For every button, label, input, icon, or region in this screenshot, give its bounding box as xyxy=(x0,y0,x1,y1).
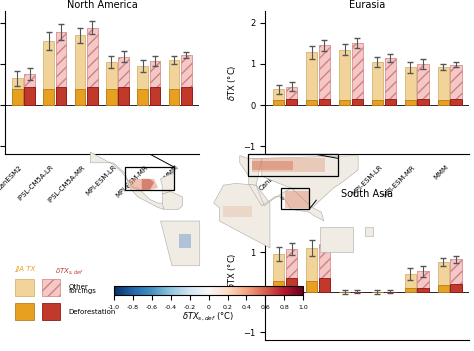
Bar xyxy=(319,99,330,105)
Bar xyxy=(319,278,330,292)
Bar xyxy=(106,62,117,105)
Bar xyxy=(450,65,462,105)
Bar xyxy=(418,99,428,105)
Bar xyxy=(106,90,117,105)
X-axis label: $\delta TX_{s,def}$ (°C): $\delta TX_{s,def}$ (°C) xyxy=(182,311,235,323)
Bar xyxy=(55,87,66,105)
Bar xyxy=(438,285,449,292)
Bar xyxy=(150,87,160,105)
Title: North America: North America xyxy=(66,0,137,10)
Bar xyxy=(87,87,98,105)
Bar xyxy=(286,99,297,105)
Bar xyxy=(405,274,416,292)
Bar xyxy=(87,28,98,105)
Bar xyxy=(42,303,61,320)
Bar xyxy=(137,66,148,105)
Text: JJA TX: JJA TX xyxy=(15,266,36,272)
Title: South Asia: South Asia xyxy=(341,189,393,199)
Polygon shape xyxy=(285,191,309,207)
Polygon shape xyxy=(162,191,182,209)
Bar xyxy=(286,249,297,292)
Bar xyxy=(75,90,85,105)
Bar xyxy=(405,100,416,105)
Bar xyxy=(306,100,317,105)
Bar xyxy=(384,99,396,105)
Bar xyxy=(150,61,160,105)
Bar xyxy=(273,100,284,105)
Bar xyxy=(44,90,54,105)
Bar xyxy=(450,99,462,105)
Text: Deforestation: Deforestation xyxy=(68,309,116,315)
Bar xyxy=(169,60,180,105)
Bar xyxy=(181,87,191,105)
Bar xyxy=(181,55,191,105)
Bar xyxy=(384,58,396,105)
Bar xyxy=(438,262,449,292)
Bar xyxy=(273,254,284,292)
Polygon shape xyxy=(91,152,164,209)
Text: forcings: forcings xyxy=(68,289,96,294)
Bar xyxy=(450,284,462,292)
Polygon shape xyxy=(161,221,200,266)
Y-axis label: $\delta$TX (°C): $\delta$TX (°C) xyxy=(226,252,238,289)
Bar xyxy=(352,44,363,105)
Bar xyxy=(352,99,363,105)
Bar xyxy=(306,248,317,292)
Bar xyxy=(75,35,85,105)
Bar xyxy=(306,52,317,105)
Bar xyxy=(286,278,297,292)
Bar xyxy=(339,100,350,105)
Bar xyxy=(306,281,317,292)
Bar xyxy=(450,259,462,292)
Title: Eurasia: Eurasia xyxy=(349,0,385,10)
Bar xyxy=(12,90,23,105)
Polygon shape xyxy=(129,179,158,191)
Bar xyxy=(273,90,284,105)
Bar xyxy=(286,87,297,105)
Bar xyxy=(42,279,61,296)
Bar xyxy=(339,49,350,105)
Polygon shape xyxy=(161,173,174,194)
Bar xyxy=(15,303,34,320)
Bar xyxy=(418,64,428,105)
Bar xyxy=(319,46,330,105)
Polygon shape xyxy=(179,234,191,248)
Bar xyxy=(438,100,449,105)
Bar xyxy=(405,67,416,105)
Bar xyxy=(169,90,180,105)
Bar xyxy=(273,281,284,292)
Bar xyxy=(418,271,428,292)
Polygon shape xyxy=(252,161,293,170)
Bar xyxy=(405,288,416,292)
Bar xyxy=(15,279,34,296)
Polygon shape xyxy=(262,155,358,207)
Polygon shape xyxy=(252,158,326,172)
Bar xyxy=(118,57,129,105)
Bar xyxy=(372,62,383,105)
Bar xyxy=(44,41,54,105)
Bar xyxy=(438,67,449,105)
Bar xyxy=(55,32,66,105)
Text: Other: Other xyxy=(68,284,88,290)
Polygon shape xyxy=(214,183,270,248)
Polygon shape xyxy=(240,155,262,185)
Polygon shape xyxy=(223,206,252,217)
Bar xyxy=(319,244,330,292)
Bar xyxy=(24,87,35,105)
Bar xyxy=(137,90,148,105)
Bar xyxy=(24,74,35,105)
Polygon shape xyxy=(249,184,324,221)
Bar xyxy=(418,287,428,292)
Bar xyxy=(372,100,383,105)
Polygon shape xyxy=(142,179,154,190)
Bar xyxy=(118,87,129,105)
Polygon shape xyxy=(320,227,353,252)
Polygon shape xyxy=(365,227,373,236)
Text: $\delta TX_{s,def}$: $\delta TX_{s,def}$ xyxy=(55,266,84,276)
Bar xyxy=(12,78,23,105)
Y-axis label: $\delta$TX (°C): $\delta$TX (°C) xyxy=(226,64,238,101)
